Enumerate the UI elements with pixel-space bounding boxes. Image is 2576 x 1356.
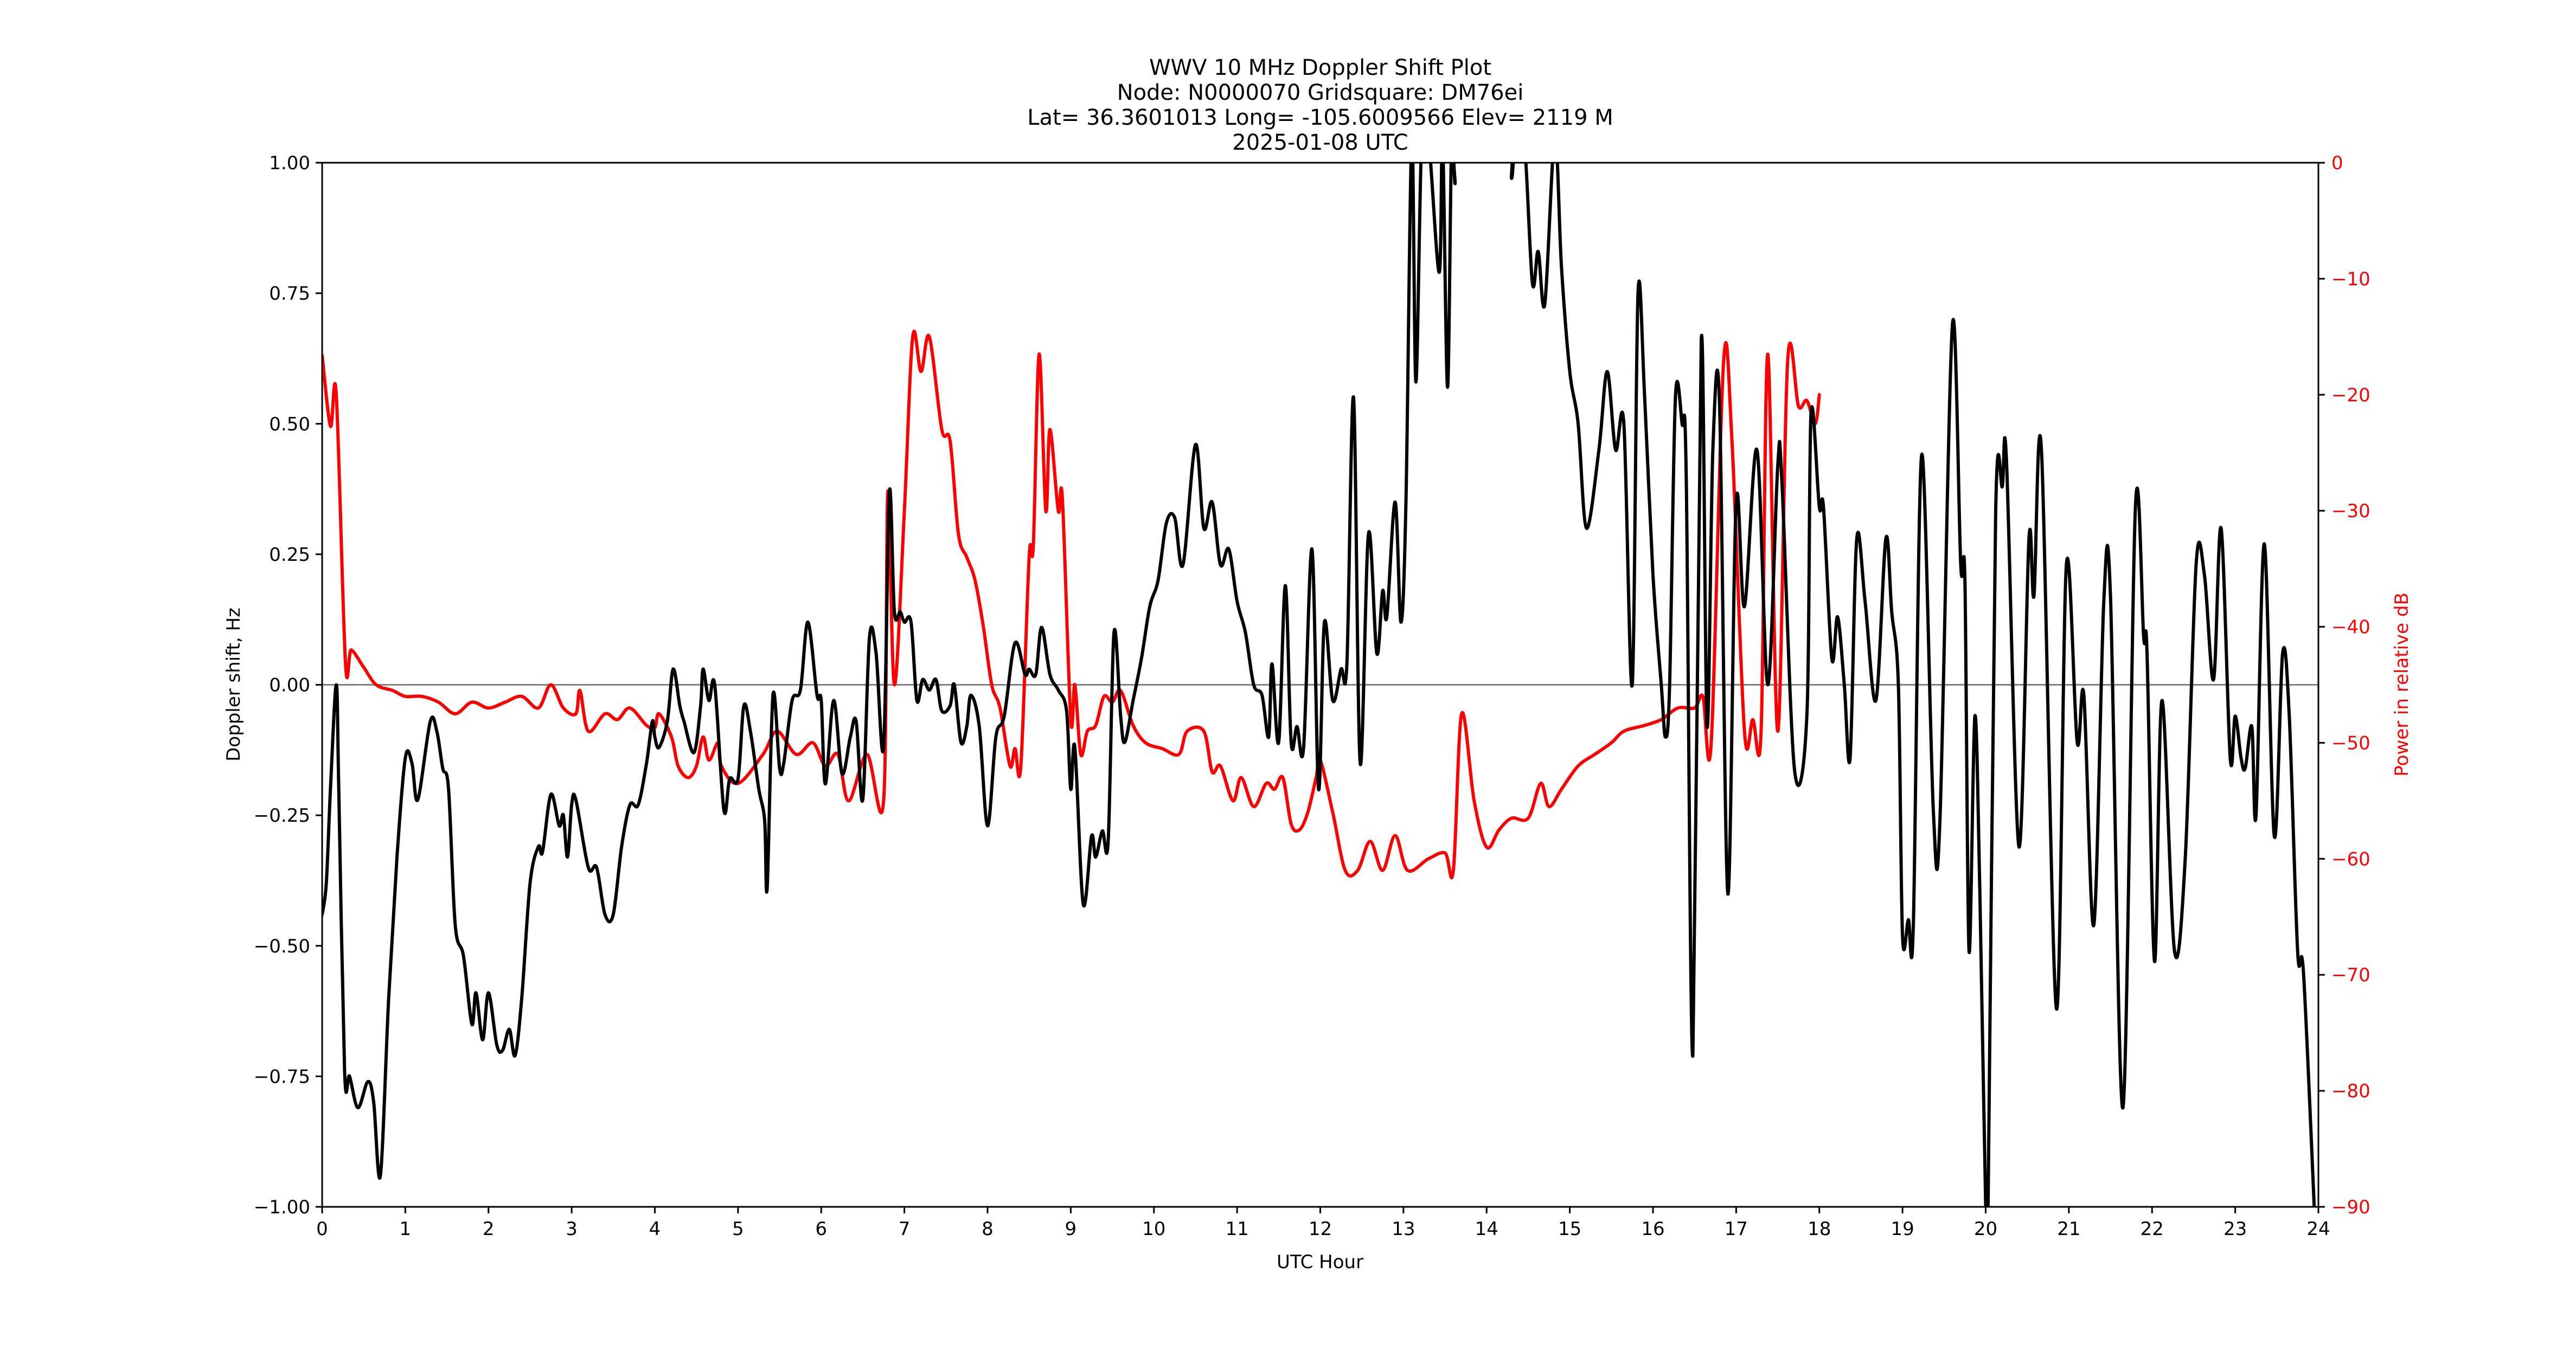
x-tick-label: 8 <box>982 1218 994 1240</box>
x-tick-label: 14 <box>1475 1218 1498 1240</box>
chart-title: WWV 10 MHz Doppler Shift Plot <box>1149 55 1492 80</box>
x-tick-label: 16 <box>1641 1218 1664 1240</box>
x-axis-label: UTC Hour <box>1277 1251 1363 1273</box>
y-tick-label: 0.25 <box>269 544 310 566</box>
y-tick-label: −0.75 <box>254 1066 310 1088</box>
y-axis-right: 0 −10 −20 −30 −40 −50 −60 −70 −80 −90 <box>2318 152 2370 1218</box>
y2-tick-label: −60 <box>2331 848 2370 870</box>
y-tick-label: 0.75 <box>269 283 310 305</box>
y2-tick-label: −10 <box>2331 268 2370 290</box>
x-tick-label: 2 <box>483 1218 495 1240</box>
x-tick-label: 3 <box>566 1218 578 1240</box>
x-tick-label: 19 <box>1891 1218 1914 1240</box>
y2-tick-label: −80 <box>2331 1080 2370 1102</box>
x-tick-label: 24 <box>2306 1218 2330 1240</box>
y-axis-left: 1.00 0.75 0.50 0.25 0.00 −0.25 −0.50 −0.75 −1.00 <box>254 152 322 1218</box>
x-tick-label: 7 <box>899 1218 911 1240</box>
y-tick-label: 1.00 <box>269 152 310 174</box>
x-axis: 0 1 2 3 4 5 6 7 8 9 10 11 12 13 14 15 16 17 18 19 20 21 22 23 24 <box>316 1207 2330 1240</box>
x-tick-label: 13 <box>1392 1218 1415 1240</box>
x-tick-label: 11 <box>1225 1218 1248 1240</box>
x-tick-label: 4 <box>649 1218 661 1240</box>
x-tick-label: 15 <box>1558 1218 1581 1240</box>
chart-subtitle-location: Lat= 36.3601013 Long= -105.6009566 Elev=… <box>1027 105 1613 130</box>
x-tick-label: 21 <box>2057 1218 2080 1240</box>
y2-axis-label: Power in relative dB <box>2391 592 2413 776</box>
y2-tick-label: −40 <box>2331 617 2370 638</box>
x-tick-label: 10 <box>1142 1218 1165 1240</box>
x-tick-label: 17 <box>1725 1218 1748 1240</box>
y-tick-label: 0.00 <box>269 675 310 696</box>
x-tick-label: 1 <box>400 1218 412 1240</box>
x-tick-label: 12 <box>1309 1218 1332 1240</box>
y2-tick-label: −30 <box>2331 501 2370 522</box>
y-tick-label: −0.50 <box>254 936 310 957</box>
x-tick-label: 5 <box>732 1218 744 1240</box>
x-tick-label: 20 <box>1974 1218 1997 1240</box>
y-tick-label: −0.25 <box>254 805 310 827</box>
power-db-line <box>322 329 1821 880</box>
chart-subtitle-date: 2025-01-08 UTC <box>1232 130 1408 155</box>
x-tick-label: 23 <box>2223 1218 2247 1240</box>
y2-tick-label: −90 <box>2331 1197 2370 1218</box>
x-tick-label: 9 <box>1065 1218 1077 1240</box>
y2-tick-label: 0 <box>2331 152 2343 174</box>
chart-subtitle-node: Node: N0000070 Gridsquare: DM76ei <box>1117 80 1524 105</box>
x-tick-label: 6 <box>815 1218 827 1240</box>
y2-tick-label: −20 <box>2331 385 2370 406</box>
y-axis-label: Doppler shift, Hz <box>223 607 245 762</box>
x-tick-label: 0 <box>316 1218 328 1240</box>
x-tick-label: 22 <box>2141 1218 2164 1240</box>
series-layer <box>322 163 2316 1207</box>
y-tick-label: 0.50 <box>269 413 310 435</box>
doppler-shift-line <box>322 163 2316 1207</box>
y-tick-label: −1.00 <box>254 1197 310 1218</box>
x-tick-label: 18 <box>1808 1218 1831 1240</box>
y2-tick-label: −70 <box>2331 964 2370 986</box>
y2-tick-label: −50 <box>2331 732 2370 754</box>
